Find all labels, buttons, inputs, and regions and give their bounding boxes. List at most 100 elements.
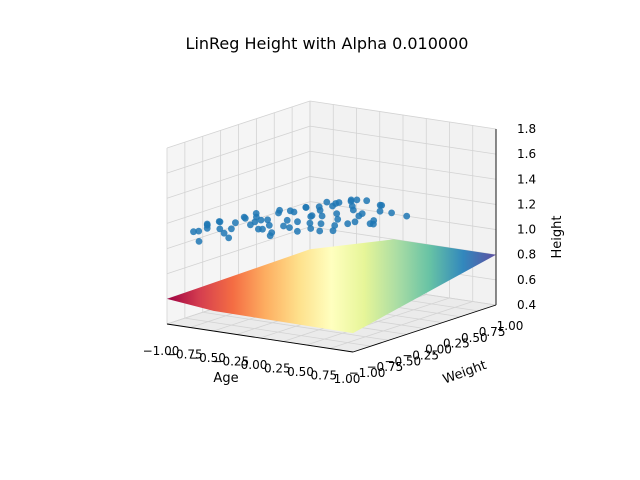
z-tick-label: 0.8 (517, 248, 536, 262)
data-point (318, 212, 326, 220)
data-point (351, 218, 359, 226)
data-point (335, 199, 343, 206)
y-axis-line (352, 304, 497, 353)
data-point (403, 212, 411, 220)
z-tick-label: 1.6 (517, 147, 536, 161)
data-point (333, 210, 341, 218)
x-tick-label: −0.50 (189, 351, 226, 365)
data-point (241, 214, 249, 222)
data-point (265, 221, 273, 229)
data-point (307, 225, 315, 232)
y-tick-label: −0.25 (402, 348, 439, 362)
data-point (347, 197, 355, 205)
y-tick-label: 0.00 (425, 343, 452, 357)
grid-line-z-back (309, 201, 497, 230)
grid-line-z-left (166, 176, 311, 224)
data-point (331, 222, 339, 229)
grid-line-z-back (309, 125, 497, 155)
data-point (220, 229, 228, 237)
z-tick-label: 1.0 (517, 223, 536, 237)
grid-line-z-left (166, 226, 311, 275)
grid-line-z-left (166, 125, 311, 174)
data-point (344, 220, 352, 228)
data-point (363, 197, 371, 205)
data-point (334, 215, 342, 223)
tick-labels: −1.00−0.75−0.50−0.250.000.250.500.751.00… (143, 122, 536, 386)
data-points (190, 196, 411, 245)
chart-title: LinReg Height with Alpha 0.010000 (186, 34, 469, 53)
data-point (283, 216, 291, 224)
x-axis-line (166, 323, 354, 353)
y-tick-label: −0.50 (384, 354, 421, 368)
data-point (294, 218, 301, 226)
data-point (353, 196, 361, 204)
data-point (307, 213, 315, 220)
y-tick-label: 1.00 (497, 319, 524, 333)
x-tick-label: 1.00 (334, 372, 361, 386)
z-axis-label: Height (550, 216, 565, 259)
y-tick-label: 0.50 (461, 331, 488, 345)
data-point (316, 227, 324, 235)
y-tick-label: 0.75 (479, 325, 506, 339)
x-tick-label: 0.25 (264, 362, 291, 376)
data-point (355, 212, 363, 220)
data-point (195, 227, 203, 235)
data-point (378, 202, 386, 209)
data-point (259, 225, 266, 233)
grid-line-y-floor (184, 317, 371, 347)
data-point (317, 220, 325, 228)
grid-line-y-floor (202, 311, 389, 341)
x-tick-label: −0.25 (212, 355, 249, 369)
data-point (286, 207, 294, 215)
data-point (247, 221, 254, 229)
grid-line-z-back (309, 176, 497, 205)
x-tick-label: 0.50 (287, 365, 314, 379)
grid-line-z-left (166, 150, 311, 199)
data-point (253, 213, 260, 221)
data-point (370, 220, 377, 228)
y-tick-label: 0.25 (443, 337, 470, 351)
data-point (228, 225, 235, 233)
data-point (329, 227, 337, 235)
y-tick-label: −1.00 (349, 366, 386, 380)
surface-plane (167, 239, 496, 334)
regression-surface (167, 239, 496, 334)
x-tick-label: −0.75 (166, 348, 203, 362)
data-point (323, 198, 331, 206)
data-point (225, 234, 233, 242)
data-point (276, 206, 283, 214)
z-tick-label: 0.4 (517, 298, 536, 312)
data-point (280, 222, 287, 230)
data-point (376, 207, 384, 215)
x-axis-label: Age (213, 371, 238, 386)
grid-line-z-left (166, 100, 311, 149)
data-point (316, 206, 324, 214)
grid-line-z-back (309, 100, 497, 130)
data-point (190, 228, 197, 236)
axis-lines (166, 129, 497, 353)
data-point (266, 232, 274, 240)
data-point (286, 224, 293, 232)
x-tick-label: −1.00 (143, 344, 180, 358)
x-tick-label: 0.75 (310, 369, 337, 383)
data-point (232, 219, 239, 227)
data-point (349, 206, 357, 214)
y-axis-label: Weight (441, 358, 489, 388)
data-point (195, 238, 203, 245)
z-tick-label: 0.6 (517, 273, 536, 287)
data-point (294, 227, 301, 235)
y-tick-label: −0.75 (367, 360, 404, 374)
grid-line-z-back (309, 150, 497, 180)
data-point (302, 204, 310, 211)
data-point (216, 225, 224, 233)
data-point (216, 218, 224, 226)
data-point (203, 224, 211, 232)
data-point (306, 219, 314, 227)
data-point (388, 209, 395, 217)
z-tick-label: 1.2 (517, 197, 536, 211)
grid-line-z-left (166, 201, 311, 249)
z-tick-label: 1.8 (517, 122, 536, 136)
z-tick-label: 1.4 (517, 172, 536, 186)
x-tick-label: 0.00 (241, 358, 268, 372)
